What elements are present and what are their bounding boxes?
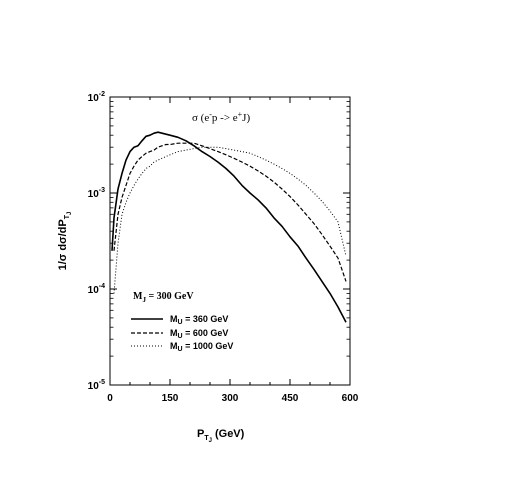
x-tick-label: 150 bbox=[162, 393, 179, 404]
y-tick-label: 10-3 bbox=[88, 187, 105, 200]
chart-title: σ (e-p -> e+J) bbox=[192, 110, 250, 124]
x-tick-labels: 0 150 300 450 600 bbox=[107, 393, 359, 404]
legend-entry-1: MU = 360 GeV bbox=[170, 314, 228, 326]
x-tick-label: 450 bbox=[282, 393, 299, 404]
mass-annotation: MJ = 300 GeV bbox=[133, 291, 194, 304]
y-tick-label: 10-5 bbox=[88, 379, 105, 392]
x-axis-label: PTJ(GeV) bbox=[197, 428, 245, 444]
series-lines bbox=[111, 131, 347, 323]
series-line-3 bbox=[113, 146, 347, 294]
y-tick-label: 10-4 bbox=[88, 283, 105, 296]
y-tick-labels: 10-5 10-4 10-3 10-2 bbox=[88, 91, 105, 392]
y-axis-label: 1/σ dσ/dPTJ bbox=[57, 212, 73, 271]
legend: MU = 360 GeV MU = 600 GeV MU = 1000 GeV bbox=[131, 314, 233, 353]
series-line-1 bbox=[111, 131, 347, 323]
axis-ticks bbox=[109, 96, 351, 386]
series-line-2 bbox=[113, 142, 347, 282]
x-tick-label: 300 bbox=[222, 393, 239, 404]
x-tick-label: 0 bbox=[107, 393, 113, 404]
y-tick-label: 10-2 bbox=[88, 91, 105, 104]
x-tick-label: 600 bbox=[342, 393, 359, 404]
legend-entry-2: MU = 600 GeV bbox=[170, 328, 228, 340]
legend-entry-3: MU = 1000 GeV bbox=[170, 341, 233, 353]
